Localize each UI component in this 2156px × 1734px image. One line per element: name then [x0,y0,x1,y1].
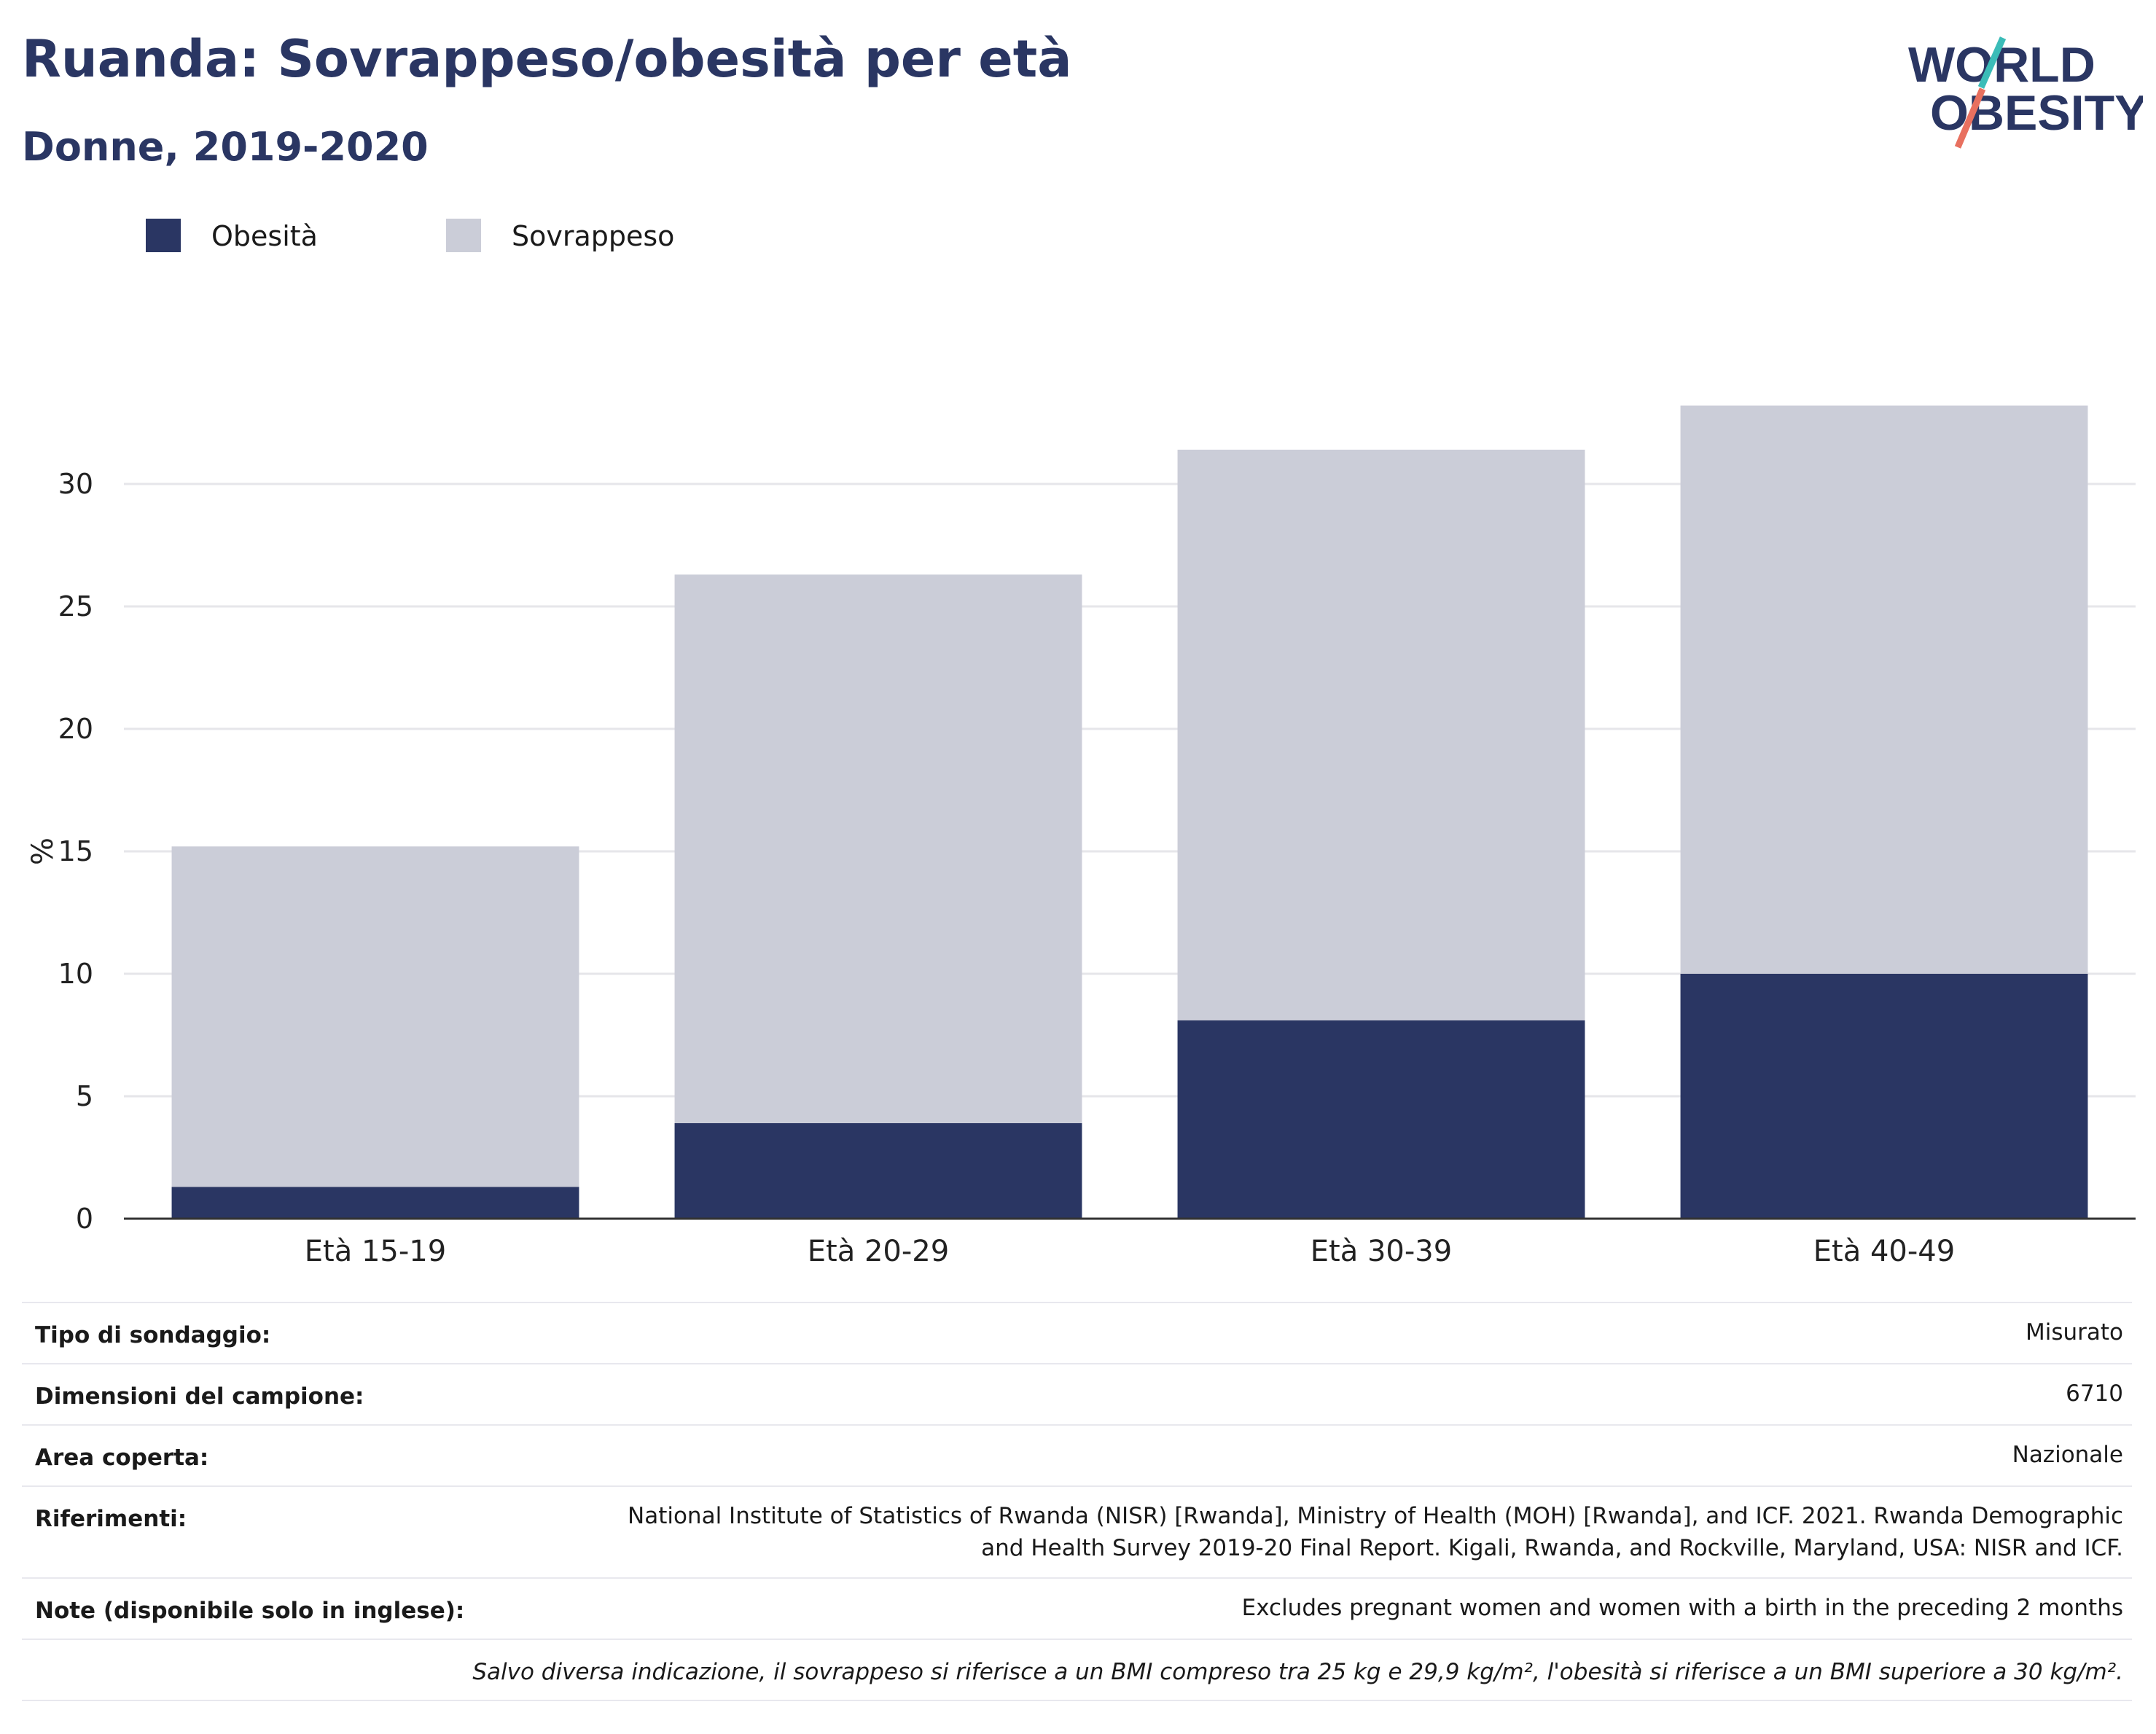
logo-slash-red [1954,87,1986,149]
info-row-references: Riferimenti: National Institute of Stati… [22,1485,2132,1577]
info-value: National Institute of Statistics of Rwan… [628,1500,2123,1564]
info-value: 6710 [2066,1380,2123,1407]
info-label: Dimensioni del campione: [35,1383,364,1410]
legend-swatch-overweight [446,219,481,252]
y-axis-label: % [26,837,60,865]
x-tick-label: Età 20-29 [808,1235,949,1268]
info-label: Riferimenti: [35,1506,187,1532]
survey-info-table: Tipo di sondaggio: Misurato Dimensioni d… [22,1302,2132,1701]
chart-subtitle: Donne, 2019-2020 [22,124,429,170]
legend-label-obesity: Obesità [211,220,318,252]
bar-overweight [1680,405,2088,974]
info-value: Misurato [2025,1319,2123,1346]
bar-obesity [171,1187,579,1219]
bar-obesity [674,1122,1082,1219]
x-tick-label: Età 15-19 [305,1235,446,1268]
info-row-survey-type: Tipo di sondaggio: Misurato [22,1302,2132,1363]
stacked-bar-chart: 0 5 10 15 20 25 30% Età 15-19 Età 20-29 Età 30-39… [26,405,2136,1268]
legend-swatch-obesity [146,219,181,252]
y-tick-label: 0 [76,1203,93,1235]
info-value: Nazionale [2012,1442,2123,1468]
y-tick-label: 15 [58,835,93,867]
x-tick-label: Età 30-39 [1311,1235,1452,1268]
info-label: Note (disponibile solo in inglese): [35,1598,465,1624]
world-obesity-logo: WORLD OBESITY [1908,36,2143,149]
info-label: Area coperta: [35,1445,209,1471]
logo-slash-teal [1977,36,2007,89]
x-tick-label: Età 40-49 [1813,1235,1955,1268]
reference-line: and Health Survey 2019-20 Final Report. … [981,1535,2123,1561]
info-label: Tipo di sondaggio: [35,1322,271,1348]
bmi-footnote: Salvo diversa indicazione, il sovrappeso… [472,1659,2123,1685]
reference-line: National Institute of Statistics of Rwan… [628,1503,2123,1529]
info-row-notes: Note (disponibile solo in inglese): Excl… [22,1577,2132,1639]
bar-overweight [674,574,1082,1123]
y-tick-label: 20 [58,713,93,745]
info-value: Excludes pregnant women and women with a… [1241,1595,2123,1621]
bar-obesity [1680,974,2088,1219]
legend-label-overweight: Sovrappeso [512,220,675,252]
y-tick-label: 25 [58,590,93,622]
bar-obesity [1177,1020,1585,1219]
info-row-area: Area coperta: Nazionale [22,1424,2132,1485]
chart-title: Ruanda: Sovrappeso/obesità per età [22,29,1072,89]
bar-overweight [171,846,579,1187]
y-tick-label: 5 [76,1080,93,1112]
info-row-sample-size: Dimensioni del campione: 6710 [22,1363,2132,1424]
y-tick-label: 10 [58,958,93,990]
y-tick-label: 30 [58,468,93,500]
info-row-footnote: Salvo diversa indicazione, il sovrappeso… [22,1639,2132,1701]
bar-overweight [1177,449,1585,1020]
